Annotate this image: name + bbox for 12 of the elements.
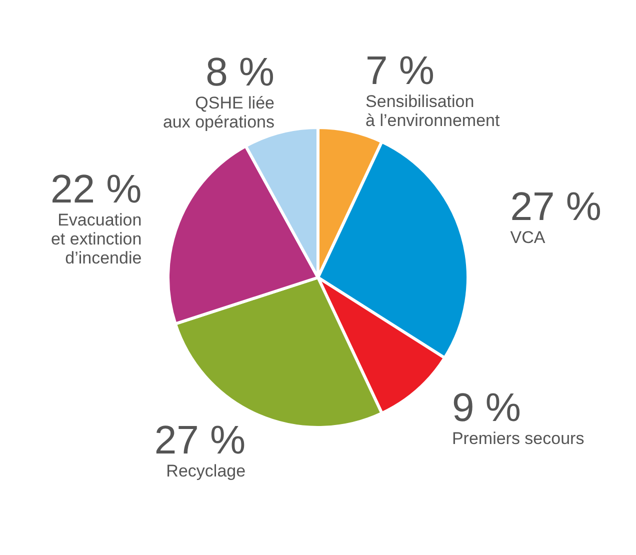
- slice-label: QSHE liée aux opérations: [162, 94, 275, 132]
- slice-label: VCA: [510, 228, 546, 248]
- data-label: 8 %: [206, 50, 275, 95]
- slice-label: Premiers secours: [452, 428, 584, 448]
- slice-label: Sensibilisation à l’environnement: [366, 92, 500, 130]
- data-label: 22 %: [50, 168, 142, 212]
- slice-label: Evacuation et extinction d’incendie: [50, 210, 142, 268]
- slice-label: Recyclage: [166, 461, 246, 480]
- data-label: 9 %: [452, 386, 521, 430]
- data-label: 27 %: [154, 418, 246, 462]
- data-label: 7 %: [366, 49, 434, 94]
- data-label: 27 %: [510, 185, 602, 230]
